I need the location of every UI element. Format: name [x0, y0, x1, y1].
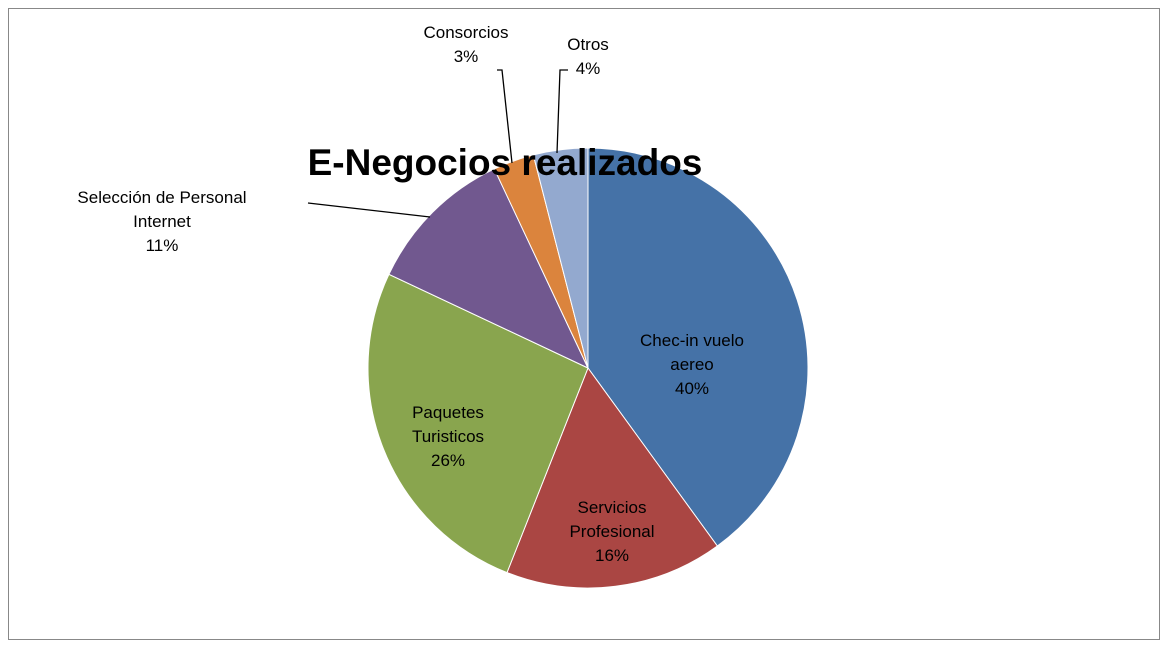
- value-label: 3%: [453, 47, 479, 66]
- value-label: 4%: [575, 59, 601, 78]
- value-label: 26%: [430, 451, 466, 470]
- value-label: 40%: [674, 379, 710, 398]
- leader-line: [307, 202, 431, 218]
- category-label: Chec-in vuelo aereo: [640, 331, 744, 374]
- slice-label: Chec-in vuelo aereo 40%: [617, 329, 767, 401]
- leader-line: [556, 69, 568, 154]
- pie-slice: [506, 366, 719, 589]
- slice-label: Paquetes Turisticos 26%: [388, 401, 508, 473]
- slice-label: Selección de Personal Internet 11%: [62, 186, 262, 258]
- pie-slice: [532, 147, 589, 369]
- leader-lines: [307, 69, 568, 218]
- category-label: Otros: [567, 35, 609, 54]
- pie: [367, 147, 809, 589]
- slice-label: Consorcios 3%: [401, 21, 531, 69]
- leader-line: [497, 69, 513, 164]
- pie-slice: [388, 168, 590, 370]
- category-label: Paquetes Turisticos: [411, 403, 485, 446]
- chart-title: E-Negocios realizados: [307, 142, 703, 183]
- category-label: Selección de Personal Internet: [77, 188, 247, 231]
- category-label: Servicios Profesional: [569, 498, 655, 541]
- pie-slice: [587, 147, 809, 547]
- slice-label: Otros 4%: [548, 33, 628, 81]
- slice-label: Servicios Profesional 16%: [547, 496, 677, 568]
- category-label: Consorcios: [423, 23, 509, 42]
- value-label: 16%: [594, 546, 630, 565]
- pie-slice: [367, 273, 589, 574]
- value-label: 11%: [145, 236, 179, 255]
